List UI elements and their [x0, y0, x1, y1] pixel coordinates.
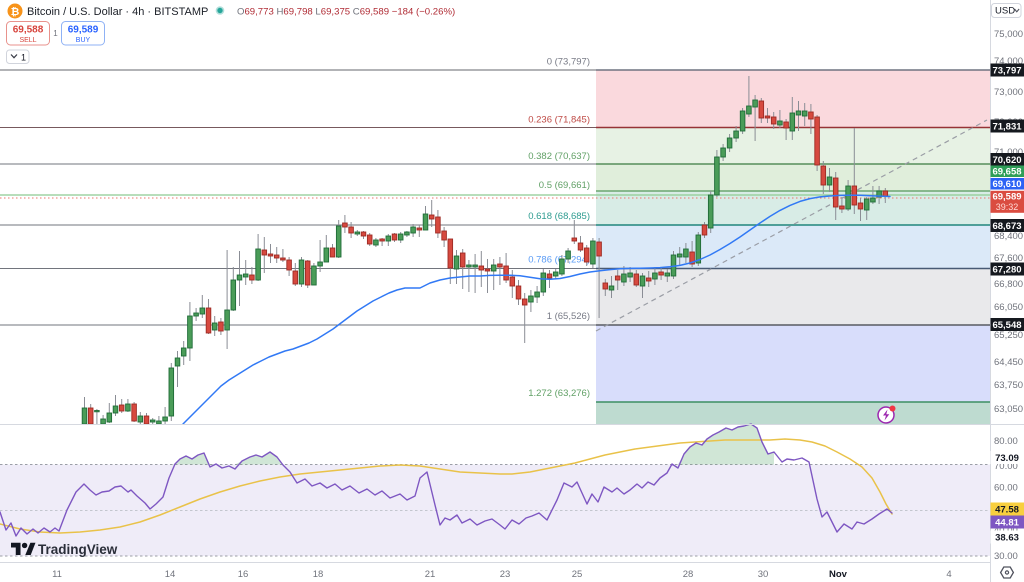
svg-text:70,620: 70,620 — [992, 155, 1021, 166]
svg-text:73,000: 73,000 — [994, 87, 1023, 98]
svg-text:69,589: 69,589 — [68, 25, 99, 36]
svg-text:1.272 (63,276): 1.272 (63,276) — [528, 388, 590, 399]
svg-text:SELL: SELL — [19, 37, 36, 44]
svg-text:67,600: 67,600 — [994, 253, 1023, 264]
svg-text:66,050: 66,050 — [994, 302, 1023, 313]
svg-text:23: 23 — [500, 569, 511, 580]
svg-text:71,000: 71,000 — [994, 147, 1023, 158]
svg-text:60.00: 60.00 — [994, 483, 1018, 494]
svg-text:1: 1 — [53, 29, 58, 38]
svg-text:66,800: 66,800 — [994, 279, 1023, 290]
svg-text:4: 4 — [946, 569, 951, 580]
svg-text:TradingView: TradingView — [38, 542, 118, 557]
svg-text:11: 11 — [52, 569, 62, 580]
svg-text:70.00: 70.00 — [994, 461, 1018, 472]
svg-text:80.00: 80.00 — [994, 436, 1018, 447]
svg-text:₿: ₿ — [11, 6, 20, 18]
svg-text:0.618 (68,685): 0.618 (68,685) — [528, 211, 590, 222]
svg-text:0.236 (71,845): 0.236 (71,845) — [528, 115, 590, 126]
svg-text:75,000: 75,000 — [994, 29, 1023, 40]
svg-text:0.382 (70,637): 0.382 (70,637) — [528, 151, 590, 162]
svg-text:71,831: 71,831 — [992, 122, 1022, 133]
svg-text:68,673: 68,673 — [992, 221, 1021, 232]
svg-text:14: 14 — [165, 569, 176, 580]
svg-text:O69,773 H69,798 L69,375 C69,58: O69,773 H69,798 L69,375 C69,589 −184 (−0… — [237, 7, 455, 18]
svg-text:73.09: 73.09 — [995, 453, 1019, 464]
svg-text:67,280: 67,280 — [992, 265, 1021, 276]
svg-text:1 (65,526): 1 (65,526) — [547, 311, 590, 322]
svg-text:Nov: Nov — [829, 569, 848, 580]
svg-text:30: 30 — [758, 569, 769, 580]
svg-text:73,797: 73,797 — [992, 66, 1021, 77]
svg-text:28: 28 — [683, 569, 694, 580]
svg-text:USD: USD — [995, 6, 1015, 17]
svg-text:47.58: 47.58 — [995, 505, 1019, 516]
svg-text:65,250: 65,250 — [994, 330, 1023, 341]
svg-text:39:32: 39:32 — [996, 202, 1019, 212]
svg-text:0.786 (67,294): 0.786 (67,294) — [528, 255, 590, 266]
svg-text:63,750: 63,750 — [994, 380, 1023, 391]
svg-text:69,610: 69,610 — [992, 179, 1021, 190]
svg-text:Bitcoin / U.S. Dollar · 4h · B: Bitcoin / U.S. Dollar · 4h · BITSTAMP — [27, 6, 208, 18]
svg-text:21: 21 — [425, 569, 436, 580]
svg-text:18: 18 — [313, 569, 324, 580]
svg-text:25: 25 — [572, 569, 583, 580]
svg-text:65,548: 65,548 — [992, 320, 1021, 331]
svg-text:0 (73,797): 0 (73,797) — [547, 57, 590, 68]
svg-text:69,588: 69,588 — [13, 25, 44, 36]
svg-text:16: 16 — [238, 569, 249, 580]
svg-text:68,400: 68,400 — [994, 231, 1023, 242]
svg-text:69,589: 69,589 — [992, 192, 1021, 203]
svg-text:BUY: BUY — [76, 37, 91, 44]
svg-text:0.5 (69,661): 0.5 (69,661) — [539, 180, 590, 191]
svg-text:44.81: 44.81 — [995, 518, 1019, 529]
svg-text:38.63: 38.63 — [995, 533, 1019, 544]
svg-text:1: 1 — [21, 53, 26, 63]
svg-text:64,450: 64,450 — [994, 357, 1023, 368]
svg-text:69,658: 69,658 — [992, 167, 1021, 178]
svg-text:30.00: 30.00 — [994, 551, 1018, 562]
svg-text:63,050: 63,050 — [994, 404, 1023, 415]
svg-text:74,000: 74,000 — [994, 56, 1023, 67]
